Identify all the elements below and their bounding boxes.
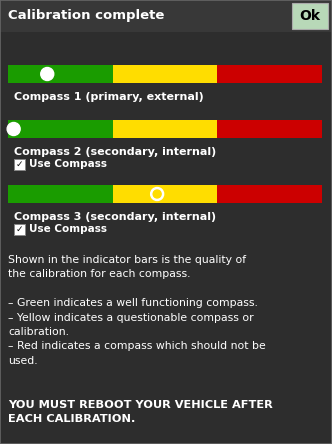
Text: Use Compass: Use Compass [29,224,107,234]
Text: Use Compass: Use Compass [29,159,107,169]
Text: Compass 1 (primary, external): Compass 1 (primary, external) [14,92,204,102]
Circle shape [151,187,164,201]
Text: Compass 2 (secondary, internal): Compass 2 (secondary, internal) [14,147,216,157]
Circle shape [7,123,20,135]
Bar [217,65,322,83]
Bar [217,185,322,203]
Bar [217,120,322,138]
Text: Shown in the indicator bars is the quality of
the calibration for each compass.
: Shown in the indicator bars is the quali… [8,255,266,366]
Bar [113,65,217,83]
Text: ✓: ✓ [16,159,23,169]
Bar [113,120,217,138]
Bar [113,185,217,203]
Bar [8,185,113,203]
Text: Compass 3 (secondary, internal): Compass 3 (secondary, internal) [14,212,216,222]
Bar [0,0,332,32]
Circle shape [41,67,54,80]
Bar [14,223,25,234]
Bar [8,120,113,138]
Text: YOU MUST REBOOT YOUR VEHICLE AFTER
EACH CALIBRATION.: YOU MUST REBOOT YOUR VEHICLE AFTER EACH … [8,400,273,424]
Circle shape [153,190,161,198]
Bar [14,159,25,170]
Text: ✓: ✓ [16,225,23,234]
Bar [8,65,113,83]
Text: Calibration complete: Calibration complete [8,9,164,23]
Bar [292,3,328,29]
Text: Ok: Ok [299,9,320,23]
